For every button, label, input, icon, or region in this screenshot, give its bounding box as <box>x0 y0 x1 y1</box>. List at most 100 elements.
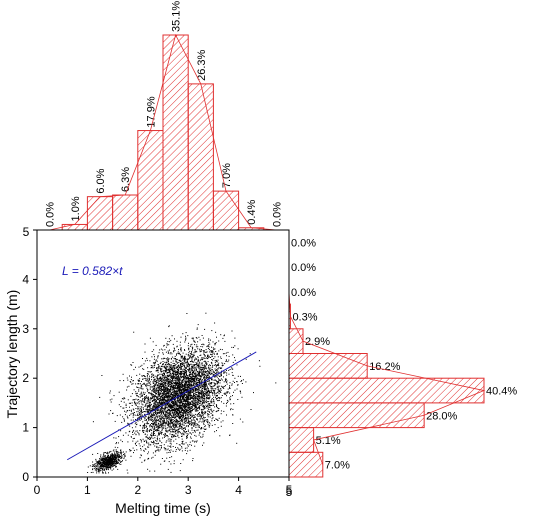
scatter-point <box>132 414 134 416</box>
scatter-point <box>185 375 187 377</box>
scatter-point <box>153 424 155 425</box>
scatter-point <box>195 393 197 395</box>
scatter-point <box>202 411 204 413</box>
scatter-point <box>172 412 174 414</box>
scatter-point <box>241 383 243 384</box>
scatter-point <box>180 377 182 379</box>
scatter-point <box>216 352 218 354</box>
scatter-point <box>214 376 216 378</box>
scatter-point <box>141 364 143 366</box>
scatter-point <box>204 367 206 369</box>
scatter-point <box>158 433 160 435</box>
scatter-point <box>191 368 193 370</box>
scatter-point <box>158 399 160 401</box>
scatter-point <box>192 460 194 462</box>
scatter-point <box>207 407 209 409</box>
scatter-point <box>199 355 201 356</box>
scatter-point <box>164 373 165 375</box>
scatter-point <box>131 393 133 395</box>
scatter-point <box>181 446 183 448</box>
scatter-point <box>215 331 217 333</box>
scatter-point <box>206 377 208 379</box>
scatter-point <box>170 358 172 360</box>
scatter-point <box>200 436 201 438</box>
scatter-point <box>215 343 216 345</box>
scatter-point <box>231 384 233 386</box>
scatter-point <box>187 410 189 412</box>
scatter-point <box>157 408 159 410</box>
scatter-point <box>168 422 170 424</box>
scatter-point <box>167 341 169 342</box>
scatter-point <box>206 376 208 378</box>
scatter-point <box>165 380 167 382</box>
scatter-point <box>205 371 207 373</box>
scatter-point <box>153 391 155 393</box>
scatter-point <box>182 414 184 416</box>
scatter-point <box>192 400 194 402</box>
scatter-point <box>201 399 203 401</box>
scatter-point <box>175 385 177 387</box>
scatter-point <box>188 421 190 422</box>
scatter-point <box>182 371 184 373</box>
scatter-point <box>159 393 161 395</box>
scatter-point <box>212 385 214 387</box>
scatter-point <box>188 348 190 350</box>
scatter-point <box>216 369 218 371</box>
scatter-point <box>152 417 154 419</box>
scatter-point <box>210 373 212 375</box>
scatter-point <box>133 369 135 371</box>
scatter-point <box>150 414 152 416</box>
scatter-point <box>196 391 198 393</box>
scatter-point <box>209 392 211 393</box>
scatter-point <box>202 383 204 385</box>
scatter-point <box>157 379 159 381</box>
scatter-point <box>207 420 209 422</box>
scatter-point <box>187 403 189 405</box>
scatter-point <box>191 349 193 351</box>
scatter-point <box>224 353 226 355</box>
scatter-point <box>167 425 169 426</box>
scatter-point <box>151 394 153 396</box>
scatter-point <box>182 385 184 387</box>
scatter-point <box>199 381 201 382</box>
scatter-point <box>164 436 166 437</box>
scatter-point <box>151 379 153 381</box>
scatter-point <box>140 441 142 443</box>
scatter-point <box>194 377 196 379</box>
scatter-point <box>170 410 172 412</box>
scatter-point <box>149 337 151 339</box>
scatter-point <box>205 367 207 369</box>
scatter-point <box>225 385 226 387</box>
scatter-point <box>207 367 209 369</box>
scatter-point <box>208 341 210 343</box>
scatter-point <box>213 382 215 384</box>
scatter-point <box>193 354 195 356</box>
scatter-point <box>199 412 200 414</box>
scatter-point <box>155 396 157 398</box>
scatter-point <box>204 387 206 389</box>
scatter-point <box>171 396 173 398</box>
scatter-point <box>183 359 185 361</box>
scatter-point <box>181 409 183 410</box>
scatter-point <box>185 367 187 369</box>
scatter-point <box>211 391 212 393</box>
scatter-point <box>134 402 136 404</box>
scatter-point <box>195 391 197 393</box>
scatter-point <box>165 394 167 396</box>
scatter-point <box>202 418 204 420</box>
scatter-point <box>115 443 117 445</box>
scatter-point <box>171 381 173 382</box>
scatter-point <box>198 388 200 390</box>
scatter-point <box>173 395 175 396</box>
scatter-point <box>144 398 146 399</box>
scatter-point <box>191 407 193 408</box>
scatter-point <box>194 410 196 412</box>
scatter-point <box>184 368 186 370</box>
scatter-point <box>137 395 139 397</box>
scatter-point <box>217 394 218 396</box>
scatter-point <box>139 414 141 416</box>
scatter-point <box>146 380 148 382</box>
scatter-point <box>179 407 181 409</box>
scatter-point <box>159 411 161 413</box>
scatter-point <box>196 424 198 426</box>
